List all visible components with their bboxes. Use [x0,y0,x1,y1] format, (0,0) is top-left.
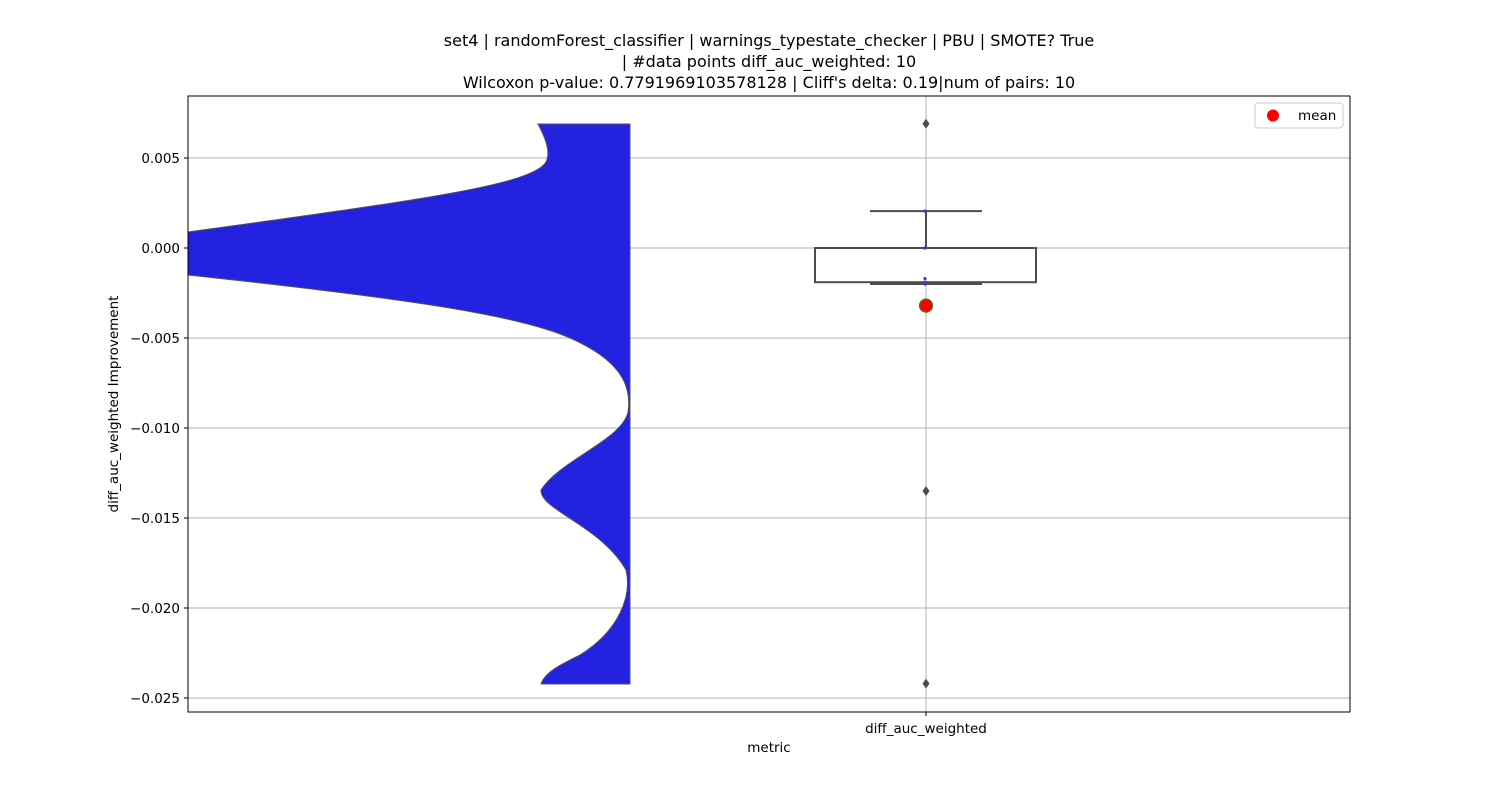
legend-mean-marker [1267,109,1279,122]
y-tick-label: −0.005 [130,331,180,347]
y-tick-label: 0.005 [141,151,180,167]
legend-mean-label: mean [1298,108,1336,124]
legend: mean [1254,102,1344,129]
plot-frame [187,95,1351,713]
violin-layer [188,123,631,685]
y-tick-label: −0.010 [130,421,180,437]
mean-marker [918,298,934,313]
data-point [923,209,927,213]
data-point [923,277,927,281]
box-layer [814,118,1037,689]
y-tick-label: −0.025 [130,691,180,707]
y-axis-label: diff_auc_weighted Improvement [106,296,122,513]
x-tick-label: diff_auc_weighted [865,721,987,737]
legend-box [1254,102,1344,129]
box-iqr [814,247,1037,284]
outlier-point [922,678,930,689]
chart-title-line-1: set4 | randomForest_classifier | warning… [444,31,1094,51]
chart-title-line-3: Wilcoxon p-value: 0.7791969103578128 | C… [463,73,1075,92]
y-tick-label: 0.000 [141,241,180,257]
outlier-point [922,486,930,496]
data-point [923,282,927,286]
y-axis: 0.005 0.000 −0.005 −0.010 −0.015 −0.020 −0.025 [130,151,188,707]
x-axis: diff_auc_weighted [865,712,987,737]
data-point [923,246,927,250]
x-axis-label: metric [747,740,790,756]
plot-area [187,95,1351,713]
y-tick-label: −0.020 [130,601,180,617]
outlier-point [922,118,930,129]
violin-body [188,123,631,685]
grid-layer [188,96,1350,712]
y-tick-label: −0.015 [130,511,180,527]
chart-title-line-2: | #data points diff_auc_weighted: 10 [622,52,916,72]
